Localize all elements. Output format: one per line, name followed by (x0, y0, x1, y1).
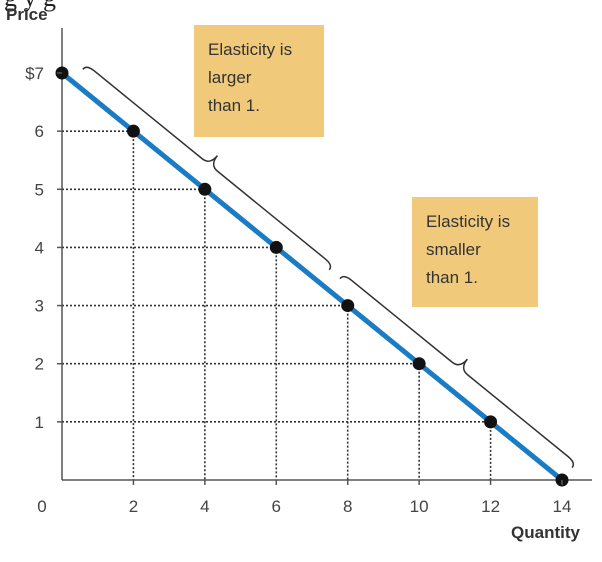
elasticity-note-box (412, 197, 538, 307)
elasticity-note-line: than 1. (426, 268, 478, 287)
y-tick-label: $7 (25, 64, 44, 83)
data-point (412, 357, 426, 371)
elasticity-note-line: smaller (426, 240, 481, 259)
data-point (341, 299, 355, 313)
x-tick-label: 12 (481, 497, 500, 516)
demand-line-layer (59, 70, 565, 483)
x-tick-label: 10 (410, 497, 429, 516)
axes (61, 28, 592, 481)
demand-line (59, 70, 565, 483)
elasticity-note-line: Elasticity is (208, 40, 292, 59)
elasticity-note-line: than 1. (208, 96, 260, 115)
y-tick-label: 4 (35, 238, 44, 257)
elasticity-note-line: Elasticity is (426, 212, 510, 231)
x-tick-label: 4 (200, 497, 209, 516)
annotations: Elasticity is larger than 1. Elasticity is s… (194, 25, 538, 307)
data-point (484, 415, 498, 429)
x-axis-title: Quantity (511, 523, 580, 542)
data-point (269, 240, 283, 254)
origin-label: 0 (37, 497, 46, 516)
x-tick-label: 6 (272, 497, 281, 516)
y-axis-title: Price (6, 5, 48, 24)
x-tick-label: 14 (553, 497, 572, 516)
elasticity-note-line: larger (208, 68, 252, 87)
x-tick-label: 2 (129, 497, 138, 516)
elasticity-note-box (194, 25, 324, 137)
cropped-heading-fragment: g y g (4, 0, 56, 12)
y-tick-label: 6 (35, 122, 44, 141)
reference-lines (62, 130, 492, 480)
y-tick-label: 2 (35, 355, 44, 374)
x-tick-label: 8 (343, 497, 352, 516)
data-point (198, 182, 212, 196)
data-point (126, 124, 140, 138)
y-tick-label: 5 (35, 180, 44, 199)
y-tick-label: 1 (35, 413, 44, 432)
y-tick-label: 3 (35, 297, 44, 316)
data-points (55, 66, 569, 487)
